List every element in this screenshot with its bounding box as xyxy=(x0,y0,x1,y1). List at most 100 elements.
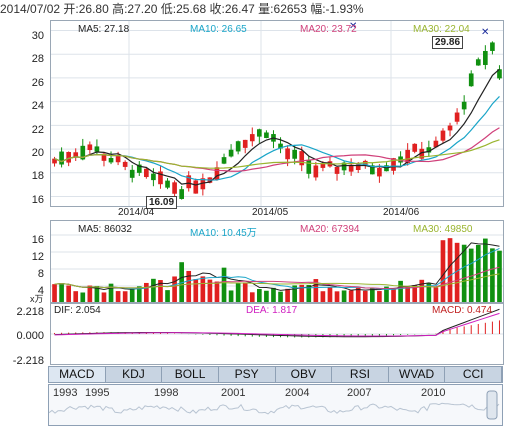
candle-body xyxy=(59,151,64,165)
tab-macd[interactable]: MACD xyxy=(49,367,106,382)
price-tick: 24 xyxy=(31,100,44,113)
candle-body xyxy=(214,167,220,180)
volume-bar xyxy=(59,283,64,302)
volume-bar xyxy=(440,240,446,302)
volume-bar xyxy=(200,276,206,302)
candle-body xyxy=(313,165,319,178)
candle-body xyxy=(278,143,283,149)
candle-body xyxy=(129,169,135,178)
volume-bar xyxy=(483,238,488,302)
tab-kdj[interactable]: KDJ xyxy=(106,367,163,382)
volume-bar xyxy=(292,285,297,302)
volume-bar xyxy=(136,286,142,302)
volume-bar xyxy=(285,288,290,302)
volume-bar xyxy=(362,290,368,302)
macd-chart xyxy=(51,308,503,338)
candle-body xyxy=(405,149,410,163)
candle-body xyxy=(122,161,128,167)
high-marker: 29.86 xyxy=(432,36,464,49)
volume-unit: x万 xyxy=(30,294,44,304)
candle-body xyxy=(151,173,156,181)
volume-bar xyxy=(129,288,135,302)
candle-body xyxy=(461,101,467,110)
volume-bar xyxy=(461,244,467,302)
candle-body xyxy=(419,148,425,159)
volume-bar xyxy=(158,280,163,302)
volume-bar xyxy=(313,279,319,302)
tab-boll[interactable]: BOLL xyxy=(162,367,219,382)
volume-bar xyxy=(391,288,396,302)
candle-body xyxy=(66,152,71,163)
price-tick: 16 xyxy=(31,193,44,206)
volume-bar xyxy=(327,287,333,302)
tab-psy[interactable]: PSY xyxy=(219,367,276,382)
macd-chart-panel[interactable] xyxy=(50,303,504,365)
volume-bar xyxy=(257,289,262,302)
candle-body xyxy=(249,134,255,142)
history-line xyxy=(49,402,500,415)
candle-body xyxy=(257,129,262,137)
candle-body xyxy=(468,73,474,87)
volume-ma5-line xyxy=(54,242,500,291)
extreme-marker: ✕ xyxy=(481,27,489,38)
volume-bar xyxy=(377,291,382,302)
candle-body xyxy=(193,180,199,194)
price-tick: 28 xyxy=(31,53,44,66)
volume-tick: 4 xyxy=(37,285,44,297)
candle-body xyxy=(73,152,79,158)
candle-body xyxy=(200,178,206,190)
volume-tick: 8 xyxy=(37,268,44,280)
volume-bar xyxy=(412,285,418,302)
candle-body xyxy=(483,50,488,65)
volume-bar xyxy=(419,279,425,302)
ma30-volume-legend: MA30: 49850 xyxy=(413,224,473,235)
volume-bar xyxy=(207,279,213,302)
price-tick: 30 xyxy=(31,30,44,42)
volume-bar xyxy=(271,287,276,302)
tab-wvad[interactable]: WVAD xyxy=(389,367,446,382)
volume-bar xyxy=(447,238,453,302)
candle-body xyxy=(391,158,396,171)
candle-body xyxy=(87,144,93,151)
range-handle[interactable] xyxy=(486,390,498,420)
candle-body xyxy=(80,145,86,160)
macd-tick-top: 2.218 xyxy=(16,306,44,318)
volume-bar xyxy=(221,267,227,302)
candle-body xyxy=(447,125,453,131)
tab-rsi[interactable]: RSI xyxy=(332,367,389,382)
candle-body xyxy=(179,189,184,199)
volume-bar xyxy=(52,284,57,302)
volume-bar xyxy=(264,290,269,302)
volume-bar xyxy=(101,292,107,302)
x-label-june: 2014/06 xyxy=(383,207,420,218)
macd-tick-bottom: -2.218 xyxy=(12,355,44,367)
candle-body xyxy=(433,140,439,148)
time-range-navigator[interactable]: 1993 1995 1998 2001 2004 2007 2010 xyxy=(48,384,503,426)
macd-tick-zero: 0.000 xyxy=(16,330,44,342)
volume-chart-panel[interactable] xyxy=(50,220,504,303)
tab-cci[interactable]: CCI xyxy=(445,367,502,382)
candle-body xyxy=(186,175,192,189)
volume-bar xyxy=(115,291,121,302)
candle-body xyxy=(306,159,312,174)
extreme-marker: ✕ xyxy=(349,21,357,32)
volume-bar xyxy=(144,282,149,302)
candle-body xyxy=(299,151,305,166)
year-label: 2001 xyxy=(221,387,246,399)
volume-bar xyxy=(108,283,114,302)
year-label: 1995 xyxy=(85,387,110,399)
candle-body xyxy=(235,141,241,152)
candle-body xyxy=(242,139,248,148)
dea-line xyxy=(54,312,500,337)
ma5-line xyxy=(54,68,500,186)
indicator-tab-bar: MACD KDJ BOLL PSY OBV RSI WVAD CCI xyxy=(48,366,503,383)
volume-bar xyxy=(398,280,403,302)
candle-body xyxy=(292,149,297,159)
volume-tick: 16 xyxy=(31,234,44,246)
year-label: 2007 xyxy=(347,387,372,399)
tab-obv[interactable]: OBV xyxy=(276,367,333,382)
low-marker: 16.09 xyxy=(146,196,178,209)
volume-ma30-line xyxy=(54,273,500,289)
ma10-line xyxy=(54,96,500,181)
price-chart-panel[interactable]: ✕ ✕ xyxy=(50,20,504,207)
